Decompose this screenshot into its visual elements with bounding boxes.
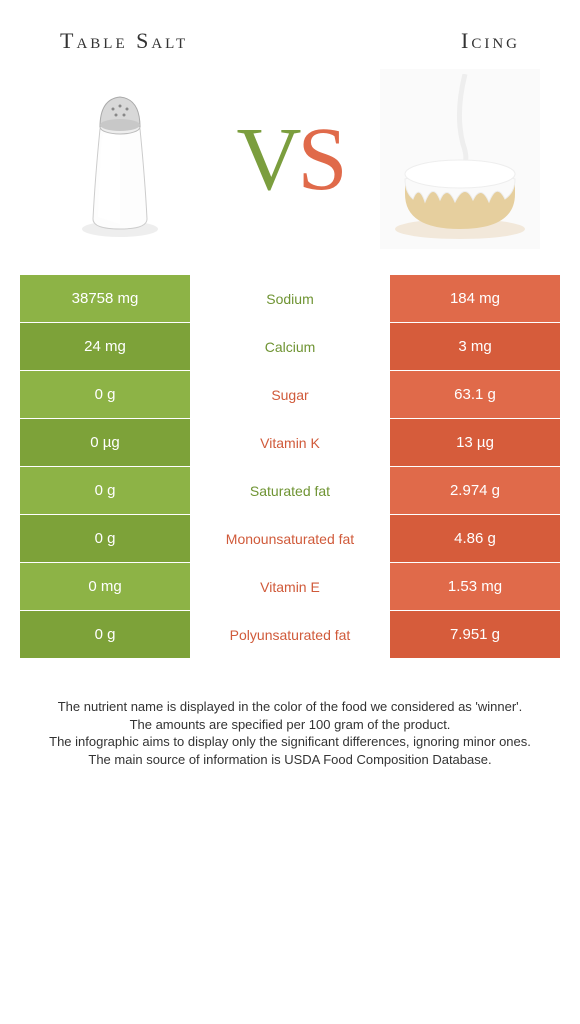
vs-label: VS — [236, 108, 343, 211]
value-left: 0 mg — [20, 563, 190, 610]
table-row: 24 mgCalcium3 mg — [20, 322, 560, 370]
value-right: 184 mg — [390, 275, 560, 322]
value-right: 63.1 g — [390, 371, 560, 418]
value-right: 13 µg — [390, 419, 560, 466]
value-left: 0 g — [20, 467, 190, 514]
salt-image — [40, 69, 200, 249]
footer-line-2: The amounts are specified per 100 gram o… — [30, 716, 550, 734]
nutrient-label: Calcium — [190, 323, 390, 370]
comparison-table: 38758 mgSodium184 mg24 mgCalcium3 mg0 gS… — [20, 274, 560, 658]
header-row: Table Salt Icing — [0, 0, 580, 64]
nutrient-label: Saturated fat — [190, 467, 390, 514]
nutrient-label: Sugar — [190, 371, 390, 418]
table-row: 0 gSaturated fat2.974 g — [20, 466, 560, 514]
image-row: VS — [0, 64, 580, 274]
table-row: 0 gPolyunsaturated fat7.951 g — [20, 610, 560, 658]
title-left: Table Salt — [60, 28, 188, 54]
vs-v: V — [236, 110, 297, 209]
table-row: 38758 mgSodium184 mg — [20, 274, 560, 322]
value-left: 38758 mg — [20, 275, 190, 322]
table-row: 0 mgVitamin E1.53 mg — [20, 562, 560, 610]
value-right: 1.53 mg — [390, 563, 560, 610]
footer-line-1: The nutrient name is displayed in the co… — [30, 698, 550, 716]
nutrient-label: Polyunsaturated fat — [190, 611, 390, 658]
value-left: 0 µg — [20, 419, 190, 466]
footer-line-4: The main source of information is USDA F… — [30, 751, 550, 769]
value-right: 7.951 g — [390, 611, 560, 658]
vs-s: S — [297, 110, 343, 209]
value-right: 2.974 g — [390, 467, 560, 514]
icing-image — [380, 69, 540, 249]
table-row: 0 gSugar63.1 g — [20, 370, 560, 418]
value-right: 4.86 g — [390, 515, 560, 562]
salt-shaker-icon — [75, 79, 165, 239]
nutrient-label: Vitamin K — [190, 419, 390, 466]
icing-cake-icon — [385, 74, 535, 244]
table-row: 0 gMonounsaturated fat4.86 g — [20, 514, 560, 562]
nutrient-label: Monounsaturated fat — [190, 515, 390, 562]
nutrient-label: Vitamin E — [190, 563, 390, 610]
value-left: 0 g — [20, 611, 190, 658]
footer-line-3: The infographic aims to display only the… — [30, 733, 550, 751]
value-left: 0 g — [20, 515, 190, 562]
value-left: 24 mg — [20, 323, 190, 370]
value-right: 3 mg — [390, 323, 560, 370]
footer-notes: The nutrient name is displayed in the co… — [0, 658, 580, 768]
table-row: 0 µgVitamin K13 µg — [20, 418, 560, 466]
nutrient-label: Sodium — [190, 275, 390, 322]
value-left: 0 g — [20, 371, 190, 418]
title-right: Icing — [461, 28, 520, 54]
